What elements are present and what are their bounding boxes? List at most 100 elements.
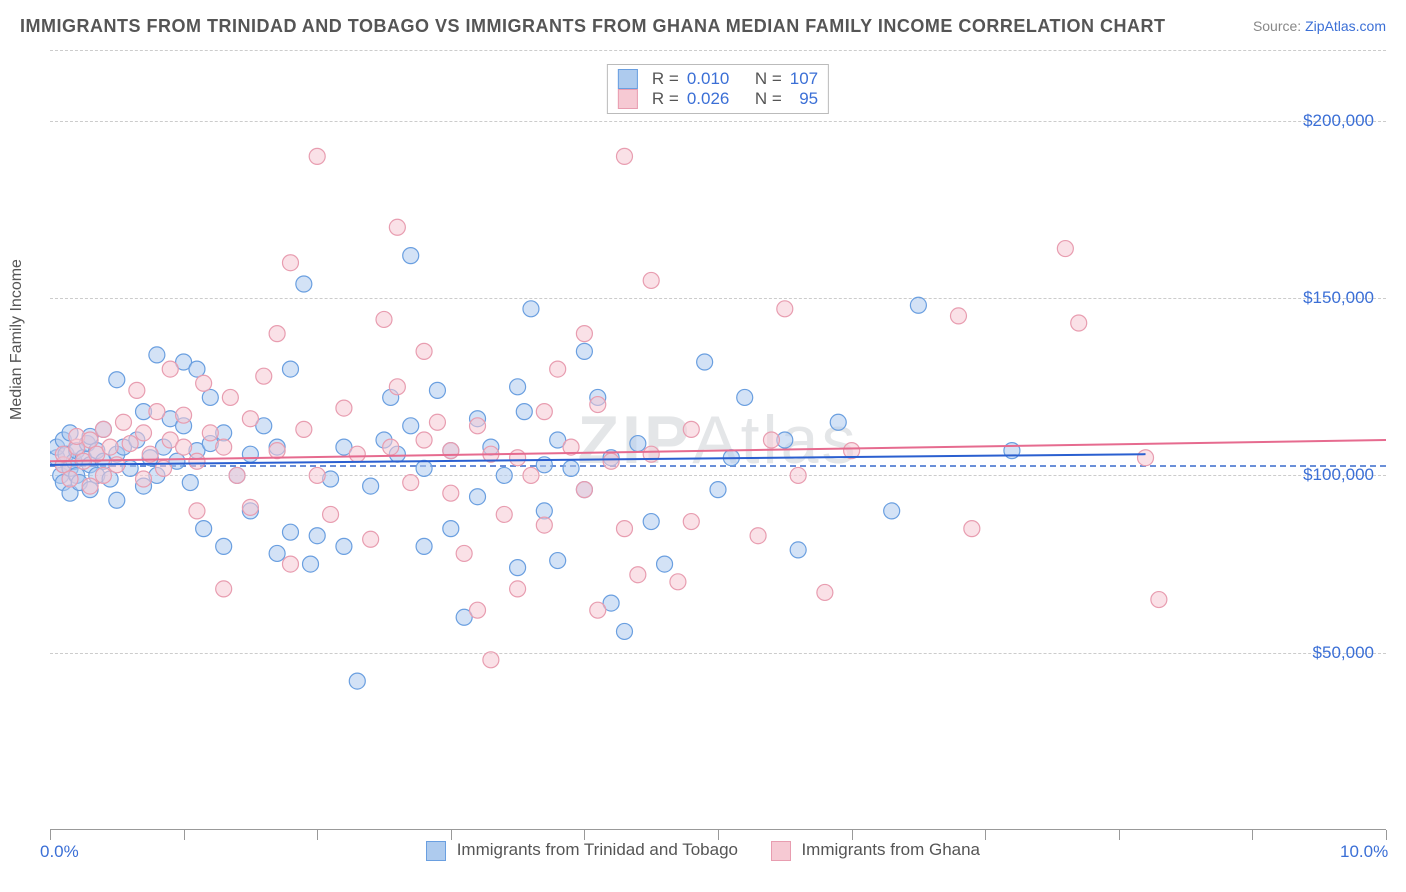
scatter-point	[242, 499, 258, 515]
scatter-point	[790, 542, 806, 558]
scatter-point	[536, 517, 552, 533]
scatter-point	[710, 482, 726, 498]
scatter-point	[670, 574, 686, 590]
scatter-point	[62, 471, 78, 487]
scatter-point	[1004, 443, 1020, 459]
scatter-point	[389, 219, 405, 235]
scatter-point	[643, 446, 659, 462]
scatter-point	[844, 443, 860, 459]
scatter-point	[443, 485, 459, 501]
legend-correlation-box: R = 0.010 N = 107 R = 0.026 N = 95	[607, 64, 829, 114]
scatter-point	[590, 602, 606, 618]
scatter-point	[109, 492, 125, 508]
scatter-point	[510, 581, 526, 597]
legend-row-series-1: R = 0.010 N = 107	[618, 69, 818, 89]
legend-bottom: Immigrants from Trinidad and Tobago Immi…	[0, 840, 1406, 861]
scatter-point	[1151, 592, 1167, 608]
scatter-point	[256, 368, 272, 384]
scatter-point	[416, 538, 432, 554]
x-tick	[985, 830, 986, 840]
scatter-point	[630, 567, 646, 583]
scatter-point	[590, 397, 606, 413]
scatter-point	[443, 443, 459, 459]
scatter-point	[182, 475, 198, 491]
scatter-point	[964, 521, 980, 537]
scatter-point	[523, 301, 539, 317]
scatter-point	[1057, 241, 1073, 257]
scatter-point	[202, 389, 218, 405]
scatter-point	[82, 478, 98, 494]
scatter-point	[162, 361, 178, 377]
scatter-point	[483, 446, 499, 462]
scatter-point	[523, 467, 539, 483]
scatter-point	[443, 521, 459, 537]
scatter-point	[303, 556, 319, 572]
swatch-bottom-2	[771, 841, 791, 861]
scatter-point	[643, 272, 659, 288]
scatter-point	[777, 301, 793, 317]
scatter-point	[403, 248, 419, 264]
scatter-point	[202, 425, 218, 441]
x-tick	[451, 830, 452, 840]
scatter-point	[657, 556, 673, 572]
scatter-point	[403, 475, 419, 491]
scatter-point	[82, 432, 98, 448]
scatter-point	[416, 343, 432, 359]
scatter-point	[176, 439, 192, 455]
scatter-point	[630, 436, 646, 452]
scatter-point	[142, 446, 158, 462]
scatter-point	[222, 389, 238, 405]
scatter-point	[189, 503, 205, 519]
scatter-point	[115, 414, 131, 430]
swatch-bottom-1	[426, 841, 446, 861]
legend-bottom-item-1: Immigrants from Trinidad and Tobago	[426, 840, 743, 859]
scatter-point	[189, 453, 205, 469]
scatter-point	[309, 528, 325, 544]
scatter-point	[136, 425, 152, 441]
scatter-point	[817, 584, 833, 600]
scatter-point	[349, 673, 365, 689]
scatter-point	[269, 326, 285, 342]
scatter-points	[50, 50, 1386, 830]
x-tick	[584, 830, 585, 840]
scatter-point	[429, 382, 445, 398]
scatter-point	[282, 255, 298, 271]
scatter-point	[95, 467, 111, 483]
scatter-point	[536, 457, 552, 473]
scatter-point	[576, 343, 592, 359]
scatter-point	[683, 514, 699, 530]
scatter-point	[483, 652, 499, 668]
scatter-point	[683, 421, 699, 437]
scatter-point	[282, 556, 298, 572]
scatter-point	[336, 400, 352, 416]
x-tick	[852, 830, 853, 840]
scatter-point	[242, 446, 258, 462]
source-label: Source: ZipAtlas.com	[1253, 18, 1386, 34]
scatter-point	[149, 347, 165, 363]
scatter-point	[830, 414, 846, 430]
scatter-point	[429, 414, 445, 430]
legend-row-series-2: R = 0.026 N = 95	[618, 89, 818, 109]
scatter-point	[109, 372, 125, 388]
scatter-point	[242, 411, 258, 427]
scatter-point	[189, 361, 205, 377]
scatter-point	[470, 489, 486, 505]
scatter-point	[216, 538, 232, 554]
scatter-point	[296, 421, 312, 437]
scatter-point	[603, 453, 619, 469]
scatter-point	[496, 467, 512, 483]
scatter-point	[576, 326, 592, 342]
x-tick	[184, 830, 185, 840]
scatter-point	[282, 361, 298, 377]
source-link[interactable]: ZipAtlas.com	[1305, 18, 1386, 34]
scatter-point	[196, 375, 212, 391]
scatter-point	[282, 524, 298, 540]
scatter-point	[323, 506, 339, 522]
scatter-point	[643, 514, 659, 530]
scatter-point	[536, 404, 552, 420]
scatter-point	[383, 439, 399, 455]
scatter-point	[576, 482, 592, 498]
scatter-point	[109, 457, 125, 473]
scatter-point	[470, 602, 486, 618]
scatter-point	[910, 297, 926, 313]
